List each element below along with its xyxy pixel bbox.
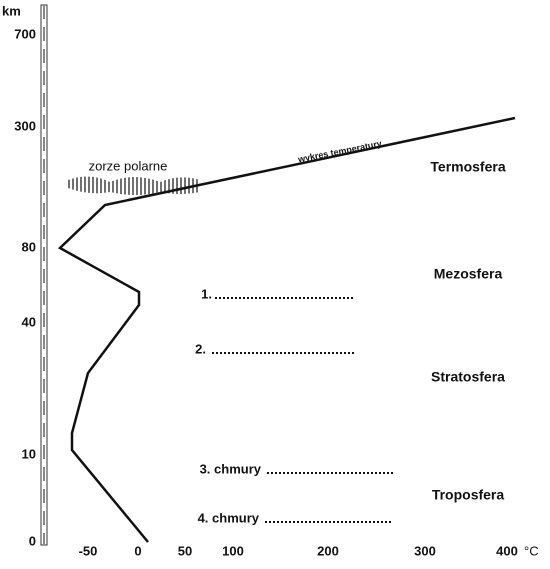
blank-label: 1.	[201, 286, 212, 301]
y-label: 80	[22, 239, 36, 254]
diagram: zorze polarne wykres temperatury km 700 30…	[0, 0, 550, 564]
dotted-lines	[212, 298, 395, 522]
y-label: 40	[22, 314, 36, 329]
y-unit: km	[2, 3, 21, 18]
x-label: 300	[414, 543, 436, 558]
layer-label: Mezosfera	[434, 266, 503, 282]
blank-label: 2.	[195, 341, 206, 356]
layer-label: Termosfera	[430, 159, 505, 175]
y-label: 0	[29, 533, 36, 548]
layer-label: Troposfera	[432, 487, 505, 503]
x-label: 0	[134, 543, 141, 558]
x-label: 100	[222, 543, 244, 558]
x-label: 400	[496, 543, 518, 558]
y-label: 300	[14, 118, 36, 133]
layer-label: Stratosfera	[431, 369, 505, 385]
aurora-label: zorze polarne	[89, 158, 168, 173]
x-unit: °C	[524, 543, 539, 558]
blank-label: 3. chmury	[200, 461, 262, 476]
y-label: 10	[22, 446, 36, 461]
x-label: 50	[178, 543, 192, 558]
x-label: 200	[317, 543, 339, 558]
curve-label: wykres temperatury	[296, 138, 382, 164]
y-label: 700	[14, 26, 36, 41]
x-label: -50	[79, 543, 98, 558]
aurora	[68, 176, 200, 195]
blank-label: 4. chmury	[198, 510, 260, 525]
